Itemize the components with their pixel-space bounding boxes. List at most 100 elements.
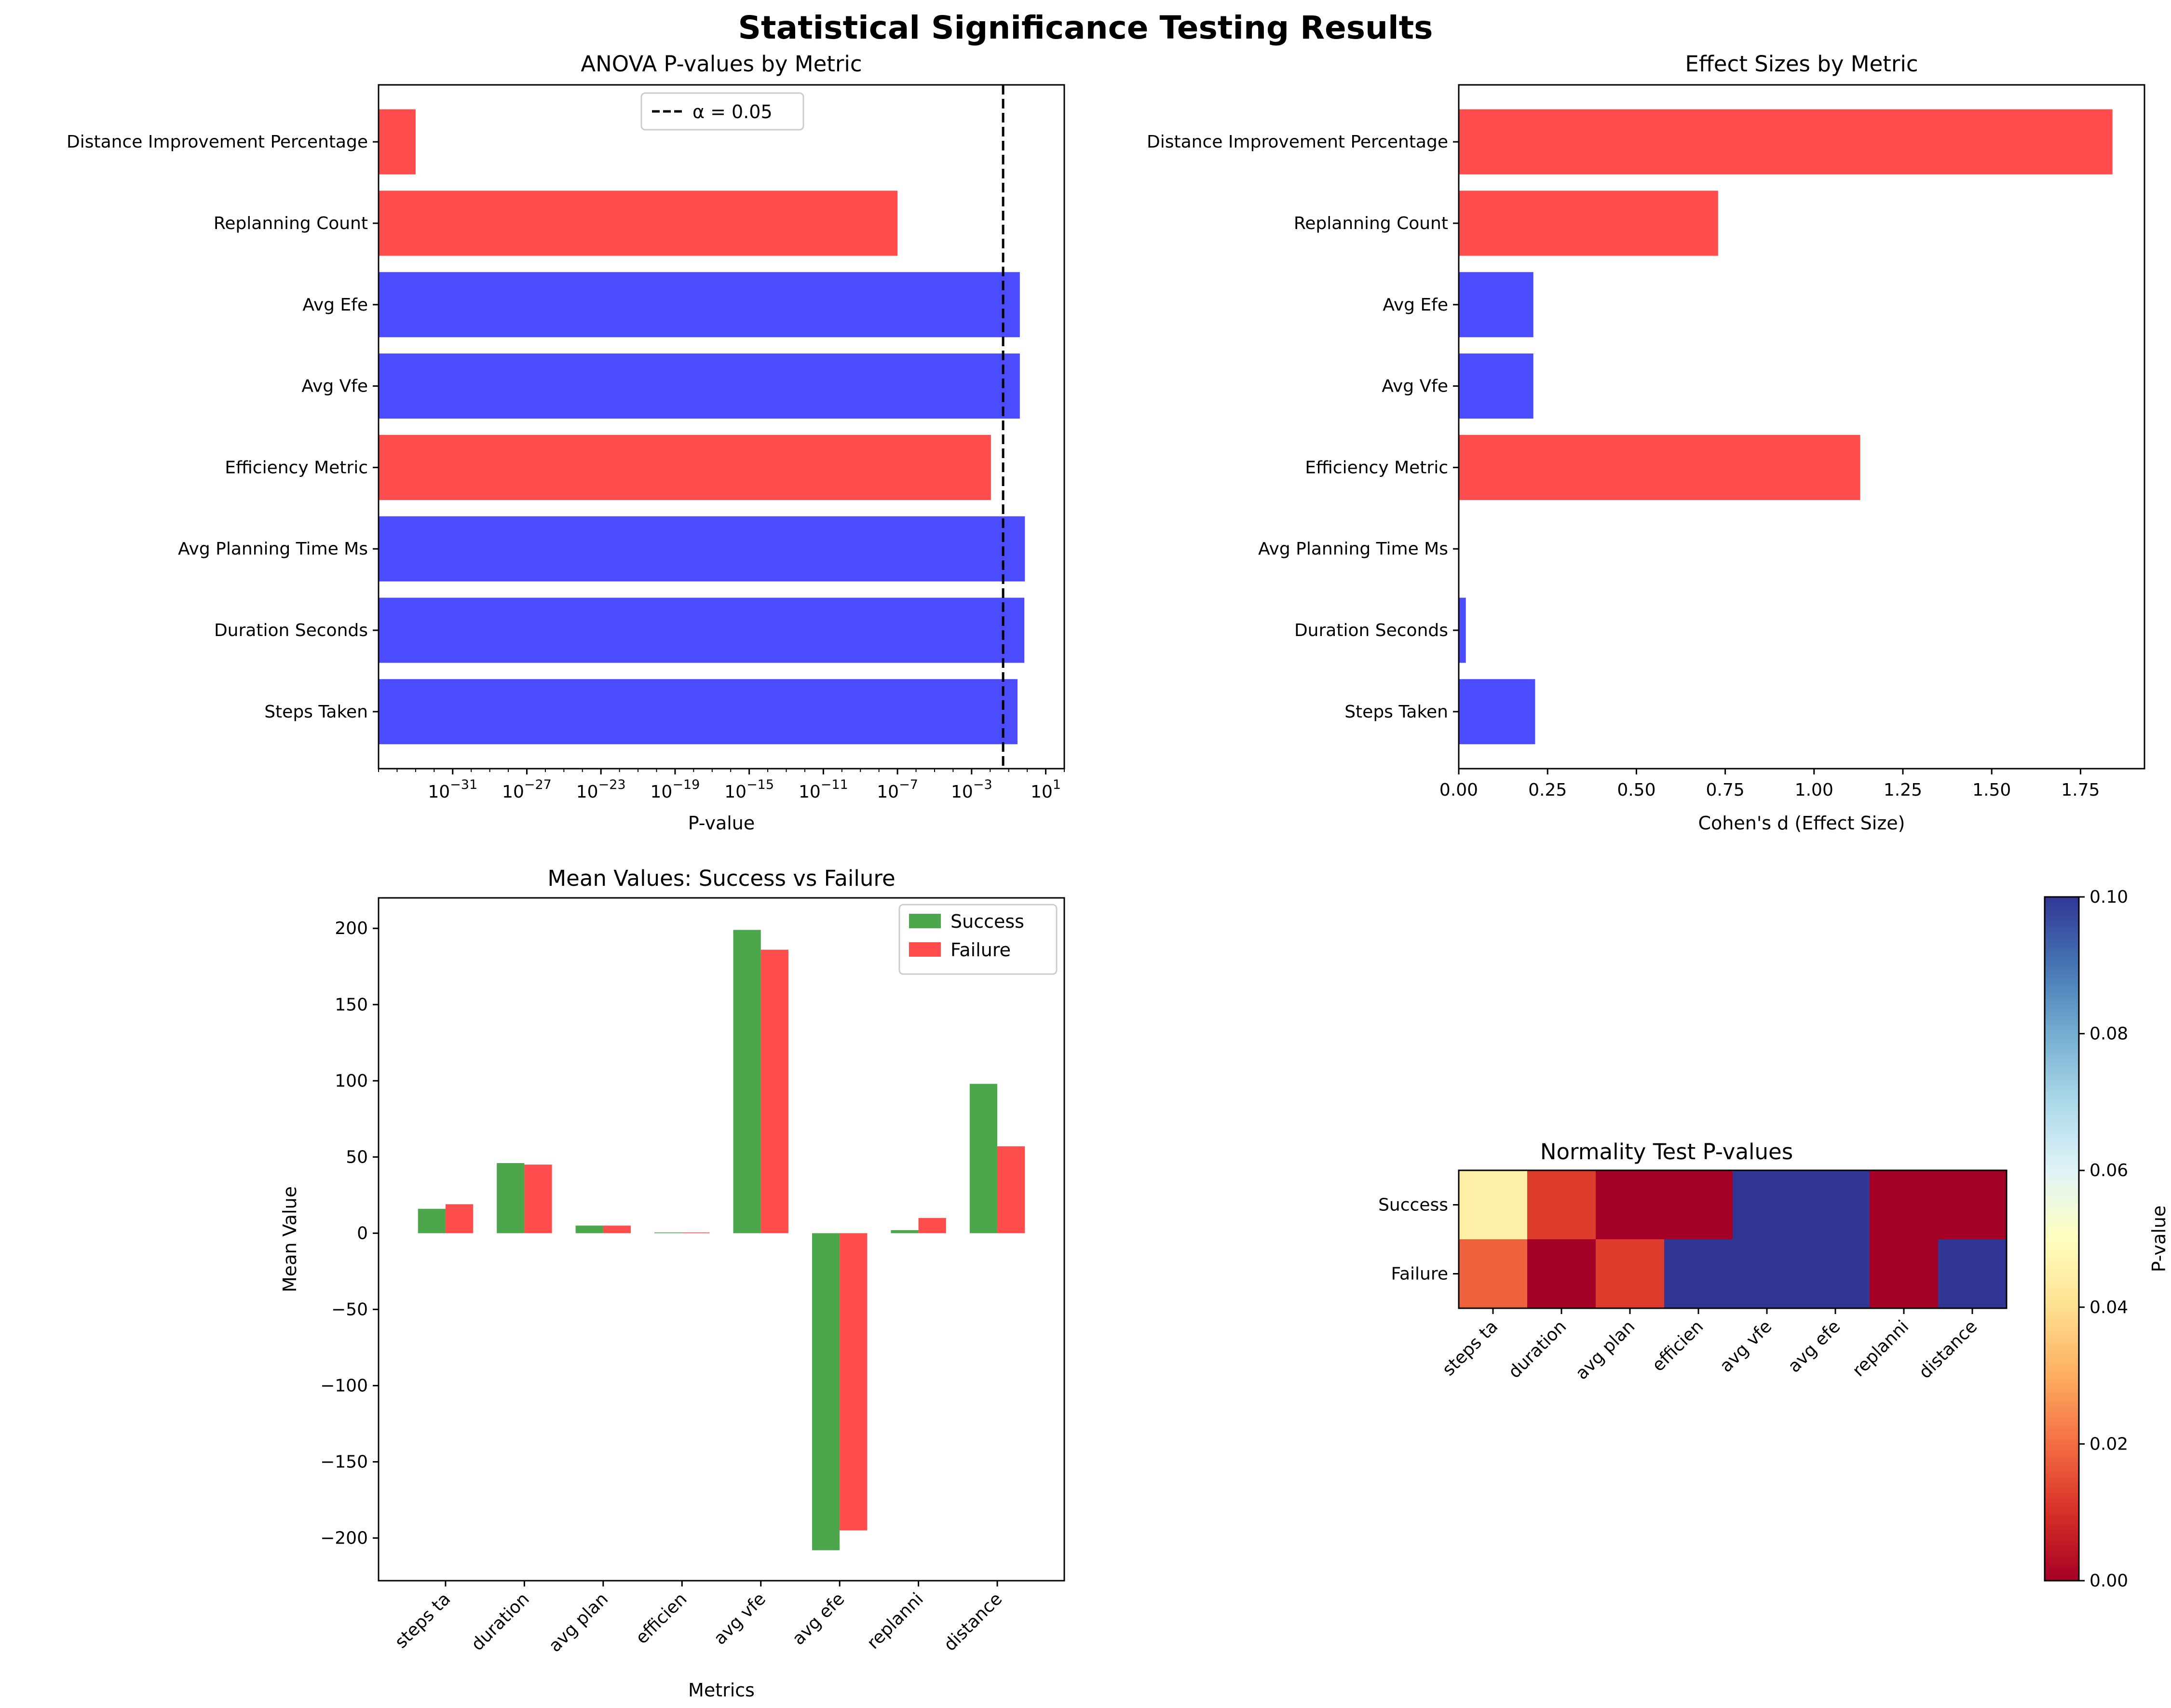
colorbar [2044, 896, 2080, 1582]
anova-y-tick-label: Avg Efe [302, 295, 368, 315]
effect-x-tick-label: 1.00 [1795, 780, 1833, 800]
means-y-tick-label: 50 [346, 1147, 368, 1167]
means-x-tick-label: avg efe [788, 1589, 848, 1649]
anova-x-ticks: 10−31 10−27 10−23 10−19 10−15 10−11 10−7 10−3 10… [378, 769, 1065, 802]
effect-title: Effect Sizes by Metric [1685, 51, 1918, 77]
effect-bars [1459, 109, 2113, 745]
means-bar-failure [918, 1218, 946, 1234]
means-x-tick-label: steps ta [391, 1589, 454, 1652]
means-x-tick-label: duration [468, 1589, 533, 1654]
effect-x-tick-label: 1.75 [2061, 780, 2100, 800]
effect-bar [1459, 597, 1466, 663]
anova-x-tick-label: 10−23 [576, 777, 626, 802]
effect-y-tick-label: Replanning Count [1294, 214, 1448, 233]
anova-y-tick-label: Duration Seconds [214, 621, 368, 640]
anova-panel: ANOVA P-values by Metric Steps Taken Dura… [67, 51, 1065, 834]
means-y-tick-label: 100 [335, 1071, 368, 1091]
anova-x-tick-label: 10−27 [502, 777, 552, 802]
heatmap-cell [1801, 1170, 1870, 1240]
heatmap-cell [1664, 1239, 1733, 1309]
means-bar-failure [524, 1165, 552, 1234]
normality-x-tick-label: avg efe [1784, 1316, 1844, 1376]
colorbar-tick-label: 0.02 [2090, 1434, 2128, 1454]
effect-y-tick-label: Avg Planning Time Ms [1258, 539, 1448, 559]
anova-bar [379, 353, 1020, 419]
means-bar-success [575, 1225, 603, 1234]
means-y-tick-label: −100 [320, 1376, 368, 1396]
colorbar-tick-label: 0.10 [2090, 887, 2128, 907]
means-x-label: Metrics [688, 1680, 755, 1701]
anova-bar [379, 597, 1025, 663]
colorbar-tick-label: 0.06 [2090, 1161, 2128, 1180]
means-y-ticks: 200 150 100 50 0 −50 −100 −150 −200 [320, 919, 379, 1548]
normality-x-tick-label: efficien [1648, 1316, 1707, 1375]
anova-bar [379, 516, 1025, 582]
effect-x-tick-label: 1.50 [1972, 780, 2011, 800]
means-legend-label-success: Success [950, 911, 1024, 932]
means-x-ticks: steps ta duration avg plan efficien avg vfe a… [391, 1581, 1006, 1656]
effect-bar [1459, 109, 2113, 175]
means-y-tick-label: 150 [335, 995, 368, 1015]
means-bar-success [969, 1084, 998, 1234]
means-x-tick-label: avg vfe [710, 1589, 770, 1649]
anova-x-label: P-value [688, 813, 755, 834]
anova-bars [379, 109, 1025, 745]
means-bar-success [812, 1233, 840, 1550]
means-bar-failure [445, 1204, 474, 1234]
effect-bar [1459, 353, 1533, 419]
means-bar-failure [760, 949, 788, 1234]
anova-bar [379, 272, 1020, 338]
anova-axes-frame [378, 84, 1065, 770]
colorbar-ticks: 0.00 0.02 0.04 0.06 0.08 0.10 [2079, 887, 2128, 1591]
colorbar-label: P-value [2148, 1206, 2170, 1273]
means-y-label: Mean Value [279, 1186, 300, 1292]
anova-title: ANOVA P-values by Metric [581, 51, 862, 77]
means-y-tick-label: −50 [331, 1300, 368, 1319]
means-x-tick-label: efficien [632, 1589, 691, 1648]
heatmap-cell [1938, 1239, 2007, 1309]
anova-x-tick-label: 10−19 [651, 777, 700, 802]
means-legend[interactable]: Success Failure [898, 904, 1058, 975]
means-legend-swatch-success [909, 914, 941, 928]
effect-bar [1459, 679, 1535, 745]
effect-x-tick-label: 0.25 [1528, 780, 1567, 800]
anova-y-tick-label: Avg Planning Time Ms [178, 539, 368, 559]
means-bar-success [497, 1163, 525, 1234]
means-bar-success [654, 1232, 682, 1234]
normality-x-tick-label: steps ta [1438, 1316, 1502, 1380]
normality-heatmap-cells [1459, 1170, 2007, 1309]
means-bar-failure [682, 1232, 710, 1234]
means-x-tick-label: distance [940, 1589, 1006, 1655]
heatmap-cell [1733, 1170, 1802, 1240]
heatmap-cell [1596, 1239, 1665, 1309]
means-bar-success [418, 1208, 446, 1234]
effect-bar [1459, 190, 1718, 256]
heatmap-cell [1459, 1170, 1528, 1240]
normality-x-tick-label: replanni [1849, 1316, 1913, 1381]
normality-y-tick-label: Success [1378, 1195, 1448, 1215]
normality-panel: Normality Test P-values Success Failure s… [1378, 887, 2170, 1591]
heatmap-cell [1870, 1239, 1939, 1309]
anova-bar [379, 434, 991, 500]
normality-y-tick-label: Failure [1391, 1264, 1448, 1284]
means-bars [418, 930, 1025, 1550]
means-bar-success [733, 930, 761, 1234]
effect-y-tick-label: Avg Vfe [1382, 377, 1448, 396]
means-bar-failure [997, 1146, 1025, 1234]
effect-y-tick-label: Efficiency Metric [1305, 458, 1448, 477]
effect-x-tick-label: 0.75 [1706, 780, 1745, 800]
effect-axes-frame [1458, 84, 2145, 770]
heatmap-cell [1801, 1239, 1870, 1309]
effect-x-ticks: 0.00 0.25 0.50 0.75 1.00 1.25 1.50 1.75 [1439, 769, 2100, 800]
normality-title: Normality Test P-values [1540, 1139, 1793, 1165]
normality-x-tick-label: avg vfe [1716, 1316, 1776, 1376]
normality-x-tick-label: distance [1915, 1316, 1981, 1383]
anova-y-ticks: Steps Taken Duration Seconds Avg Planning … [67, 132, 379, 722]
anova-bar [379, 109, 416, 175]
anova-legend[interactable]: α = 0.05 [640, 92, 804, 131]
heatmap-cell [1870, 1170, 1939, 1240]
effect-x-tick-label: 1.25 [1884, 780, 1922, 800]
anova-y-tick-label: Efficiency Metric [225, 458, 368, 477]
effect-panel: Effect Sizes by Metric Steps Taken Durati… [1147, 51, 2145, 834]
effect-bar [1459, 434, 1860, 500]
